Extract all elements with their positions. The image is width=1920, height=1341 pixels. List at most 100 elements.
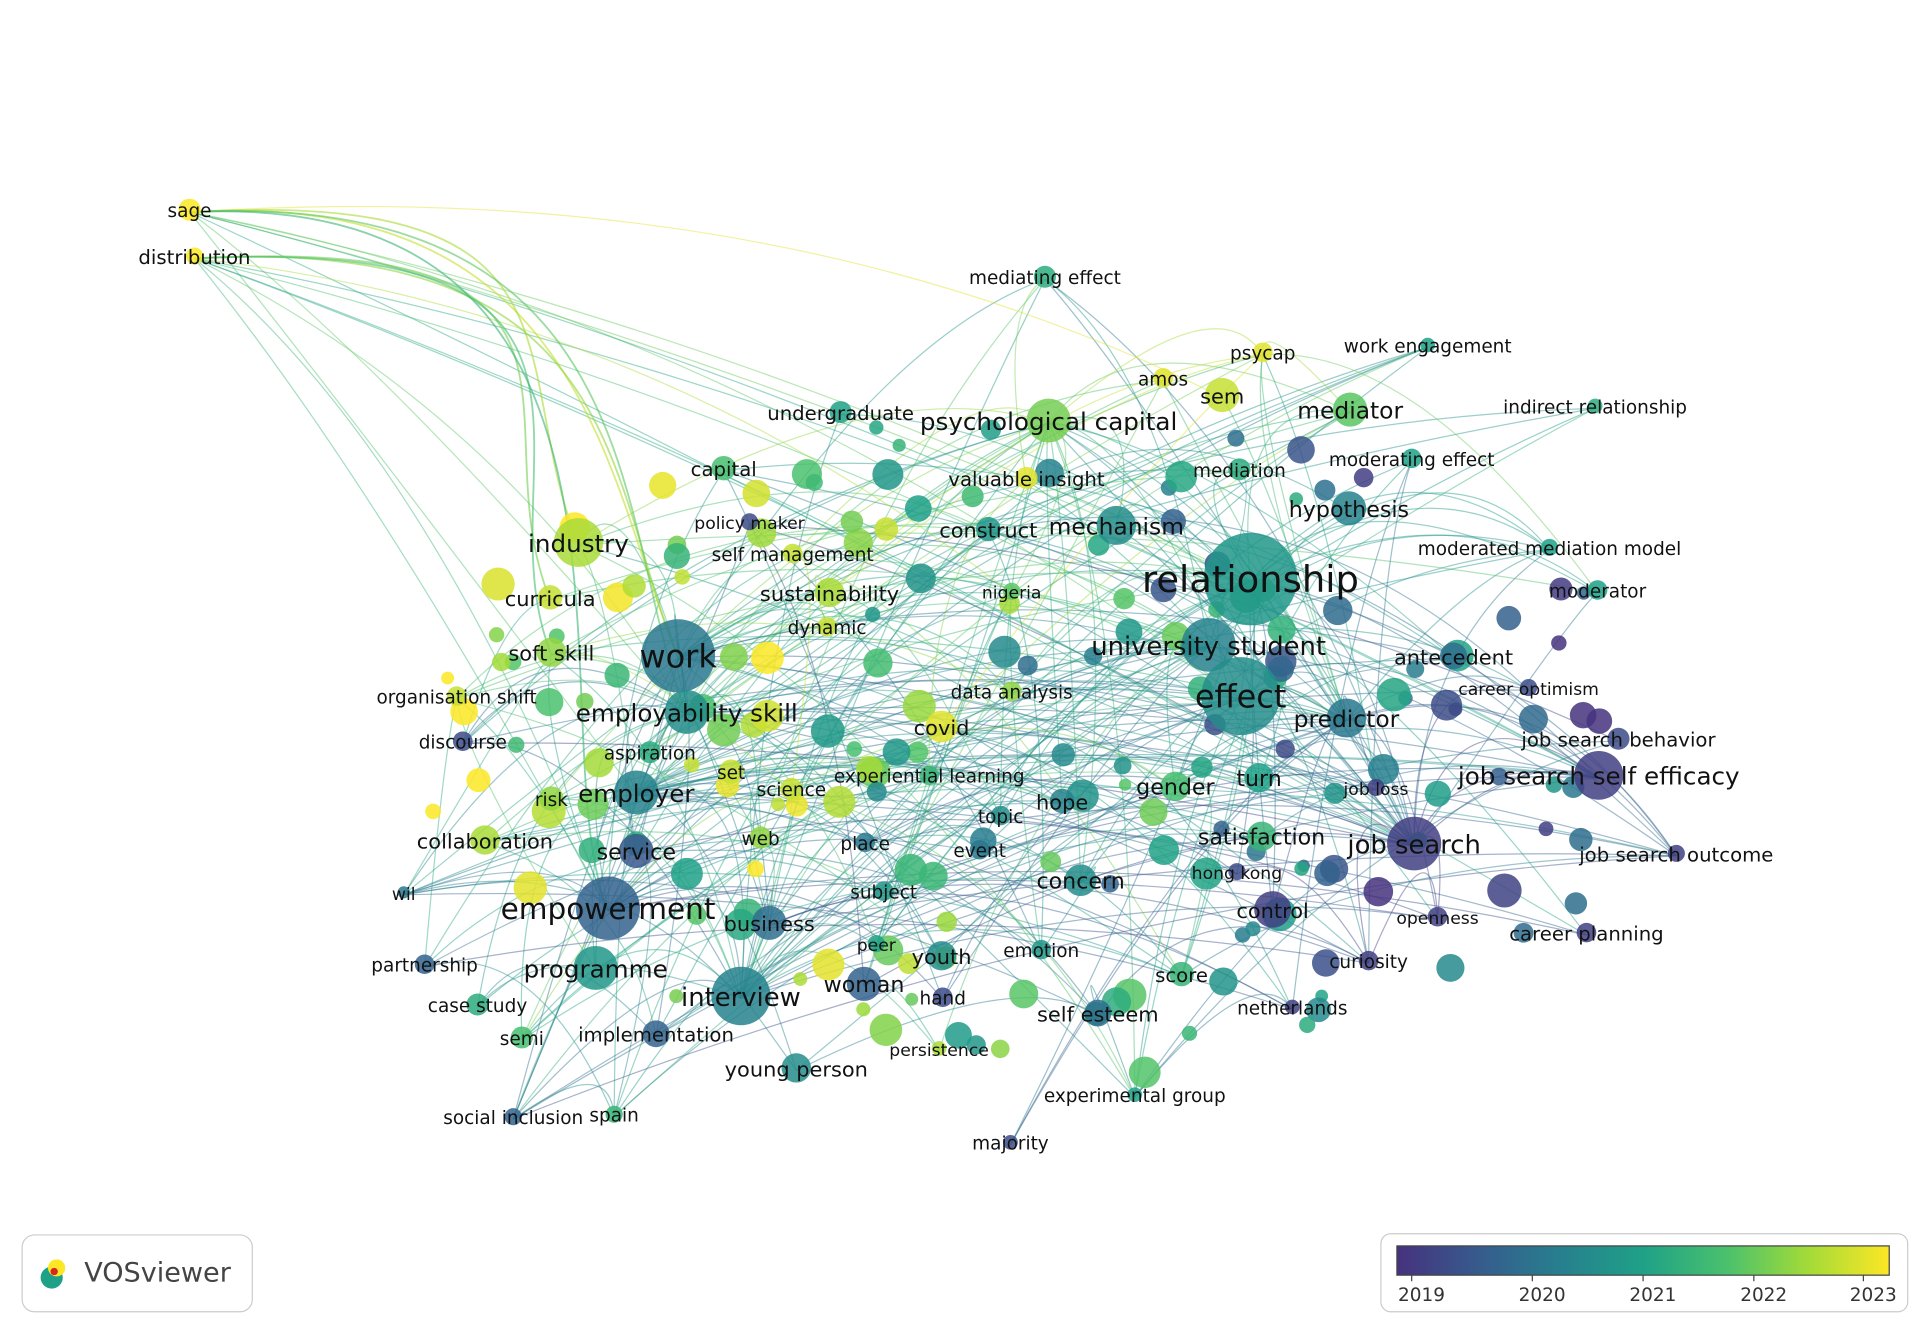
node <box>785 794 808 817</box>
edge <box>189 208 580 546</box>
node-label: psychological capital <box>920 407 1177 436</box>
node <box>452 731 473 751</box>
edge <box>189 211 1251 583</box>
node <box>781 1053 812 1083</box>
edge <box>607 531 989 912</box>
node-label: dynamic <box>788 618 867 639</box>
edge <box>456 697 942 959</box>
node <box>622 574 646 598</box>
node <box>1115 618 1143 646</box>
node <box>1049 788 1075 814</box>
edge <box>1134 993 1293 1098</box>
node-label: moderated mediation model <box>1418 539 1681 560</box>
node <box>1204 377 1240 413</box>
node <box>749 826 772 849</box>
node <box>553 518 604 567</box>
node-label: predictor <box>1294 706 1400 733</box>
edge <box>749 523 1415 847</box>
edge <box>677 407 1596 659</box>
edge <box>1011 593 1347 722</box>
node <box>604 662 630 688</box>
edge <box>462 742 1415 847</box>
node-label: organisation shift <box>376 688 536 709</box>
node <box>1377 677 1411 712</box>
node <box>470 825 500 855</box>
node <box>1227 429 1245 447</box>
edge <box>686 411 1351 715</box>
node <box>1324 782 1346 804</box>
edge <box>512 719 1347 1120</box>
edge <box>550 568 1209 648</box>
node <box>1066 779 1099 812</box>
node <box>1587 580 1608 600</box>
edge <box>769 776 1599 926</box>
node <box>1003 582 1021 600</box>
edge <box>979 580 1251 853</box>
edge <box>826 561 1251 630</box>
node-label: mediating effect <box>969 268 1121 289</box>
edge <box>607 879 1438 920</box>
edge <box>1080 549 1550 883</box>
node <box>931 1041 947 1056</box>
node-label: emotion <box>1003 941 1079 962</box>
edge <box>595 777 930 971</box>
node-label: curricula <box>505 587 596 611</box>
edge <box>1236 865 1370 964</box>
node-label: discourse <box>419 733 507 754</box>
edge <box>424 719 1347 968</box>
edge <box>740 646 1209 999</box>
node <box>1017 655 1038 676</box>
edge <box>189 211 1241 700</box>
node <box>537 585 563 610</box>
edge <box>1345 549 1550 721</box>
edge <box>462 667 688 744</box>
node <box>740 513 759 531</box>
edge <box>403 704 687 896</box>
edge <box>636 794 1099 1016</box>
edge <box>189 211 1251 583</box>
node-label: place <box>840 834 890 855</box>
node-label: turn <box>1236 767 1281 792</box>
edge <box>677 575 1012 659</box>
edge <box>987 448 1350 532</box>
edge <box>521 877 1081 1041</box>
node-label: employer <box>578 779 695 808</box>
node-label: hypothesis <box>1289 498 1409 523</box>
node <box>441 671 455 685</box>
edge <box>403 879 1099 1017</box>
node <box>185 247 204 265</box>
edge <box>521 790 792 1041</box>
node-label: job loss <box>1343 780 1409 800</box>
node <box>638 741 661 764</box>
node <box>1305 997 1331 1023</box>
edge <box>578 408 1049 546</box>
node <box>719 643 748 671</box>
edge <box>863 593 1013 987</box>
node <box>1436 953 1465 982</box>
node <box>1569 827 1593 852</box>
edge <box>740 800 1063 999</box>
node <box>1607 727 1630 750</box>
edge <box>194 257 1013 595</box>
node <box>812 948 845 981</box>
edge <box>1000 460 1412 819</box>
edge <box>883 824 1081 894</box>
node <box>1201 657 1280 736</box>
node <box>1587 398 1603 414</box>
node <box>752 905 787 940</box>
node <box>414 954 435 975</box>
edge <box>1291 460 1413 1010</box>
node-label: capital <box>691 458 757 481</box>
node <box>1003 1134 1018 1150</box>
logo[interactable]: VOSviewer <box>21 1234 253 1313</box>
node-label: soft skill <box>508 642 594 666</box>
edge <box>547 654 609 911</box>
node <box>425 803 441 820</box>
node <box>466 993 489 1016</box>
edge <box>740 646 1209 999</box>
node-label: concern <box>1036 870 1124 895</box>
node <box>904 495 932 522</box>
node <box>670 857 703 890</box>
node <box>782 543 803 564</box>
